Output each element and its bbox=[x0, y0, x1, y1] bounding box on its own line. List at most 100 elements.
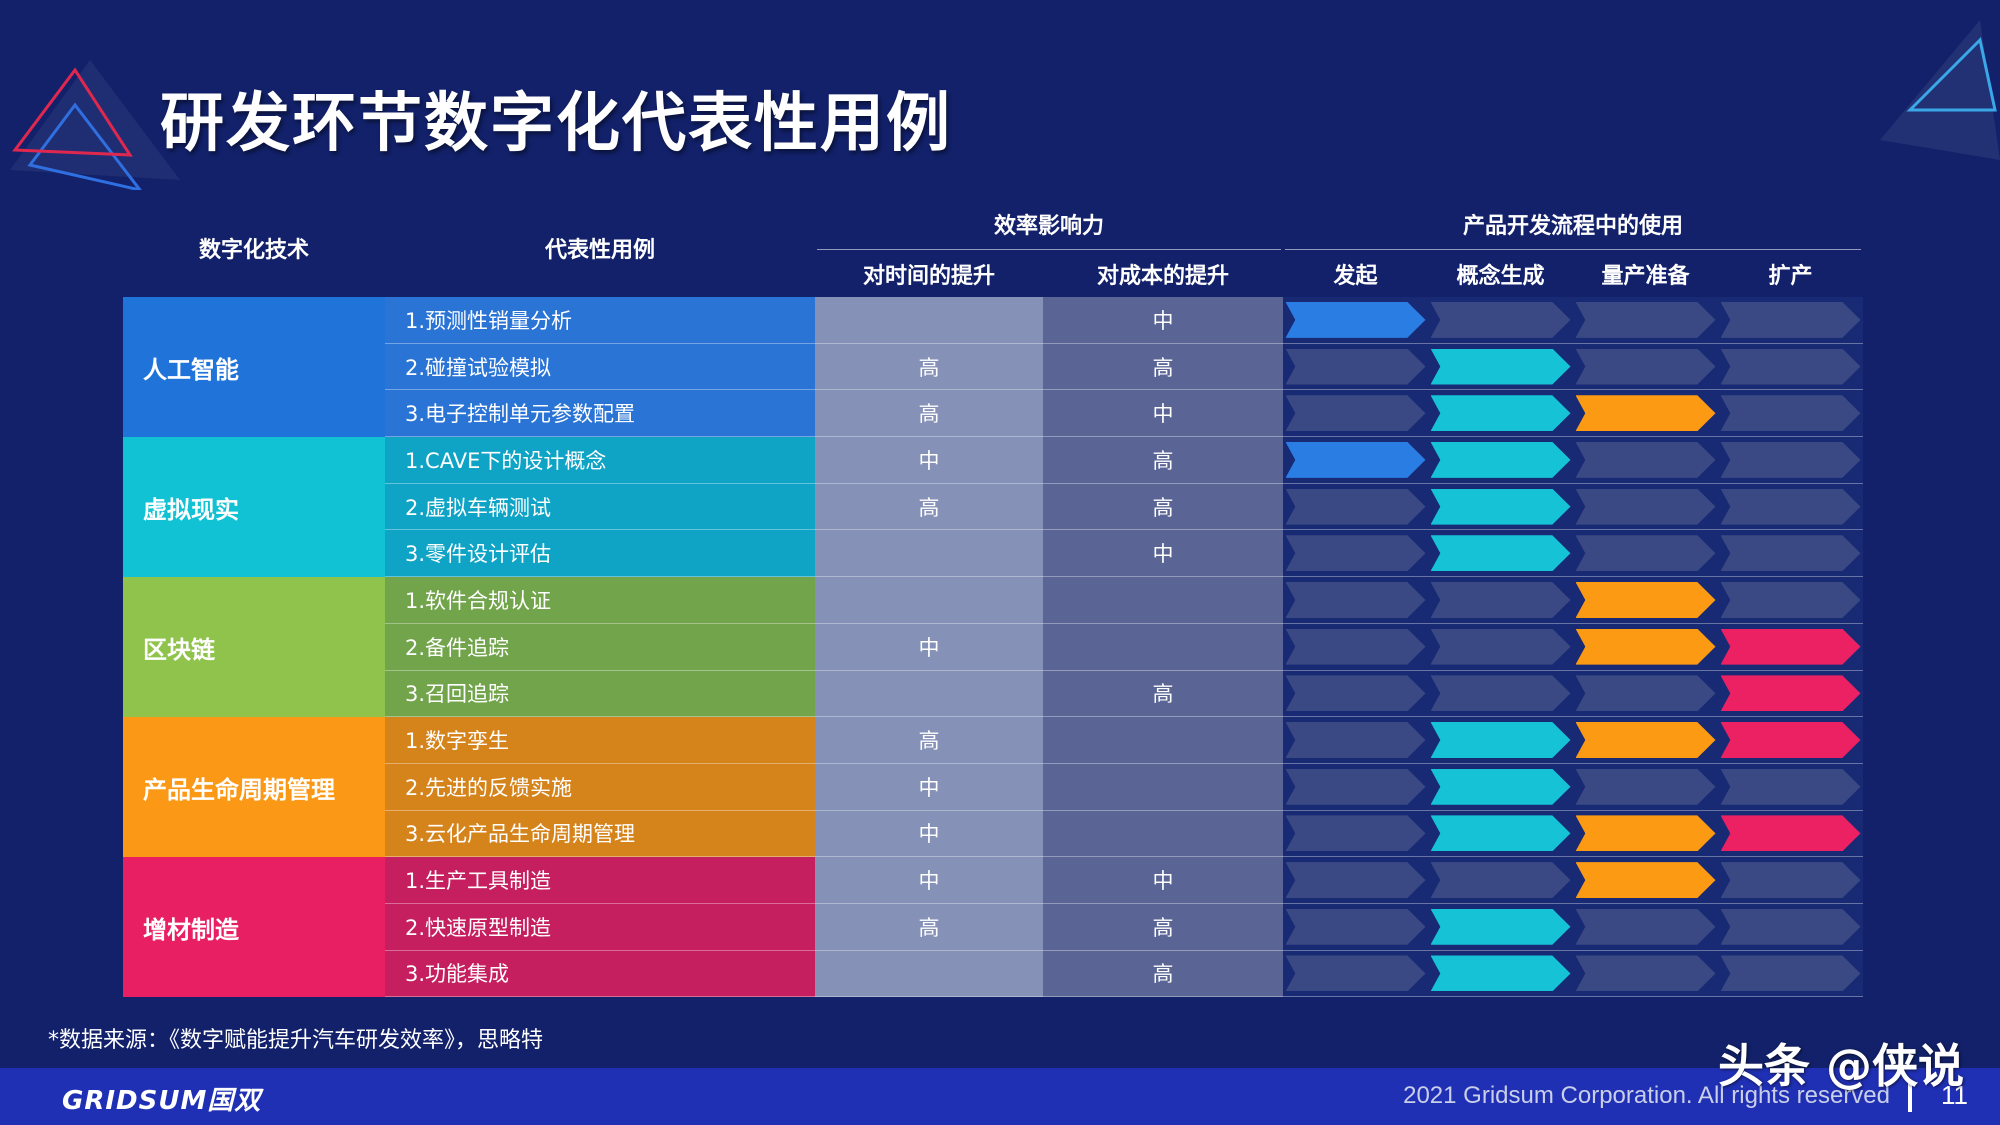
time-impact-cell: 中 bbox=[815, 763, 1043, 811]
time-impact-cell: 中 bbox=[815, 623, 1043, 671]
use-case-label: 2.备件追踪 bbox=[385, 623, 815, 671]
stage-chevron-concept-active bbox=[1430, 722, 1571, 759]
stage-chevron-initiate-inactive bbox=[1285, 581, 1426, 618]
use-case-label: 3.云化产品生命周期管理 bbox=[385, 810, 815, 858]
stage-chevron-production-prep-active bbox=[1575, 581, 1716, 618]
use-case-label: 2.先进的反馈实施 bbox=[385, 763, 815, 811]
stage-chevron-rampup-inactive bbox=[1720, 441, 1861, 478]
use-case-label: 2.碰撞试验模拟 bbox=[385, 343, 815, 391]
stage-cell bbox=[1428, 810, 1573, 858]
stage-chevron-production-prep-inactive bbox=[1575, 488, 1716, 525]
stage-chevron-rampup-inactive bbox=[1720, 395, 1861, 432]
stage-chevron-concept-active bbox=[1430, 488, 1571, 525]
stage-chevron-rampup-active bbox=[1720, 675, 1861, 712]
stage-cell bbox=[1283, 810, 1428, 858]
stage-cell bbox=[1283, 857, 1428, 904]
stage-cell bbox=[1718, 763, 1863, 811]
stage-cell bbox=[1428, 623, 1573, 671]
stage-chevron-initiate-inactive bbox=[1285, 535, 1426, 572]
stage-chevron-initiate-inactive bbox=[1285, 908, 1426, 945]
stage-chevron-production-prep-inactive bbox=[1575, 301, 1716, 338]
stage-cell bbox=[1573, 297, 1718, 344]
stage-cell bbox=[1718, 577, 1863, 624]
stage-cell bbox=[1573, 623, 1718, 671]
stage-chevron-concept-inactive bbox=[1430, 628, 1571, 665]
stage-cell bbox=[1283, 903, 1428, 951]
tech-group-label: 区块链 bbox=[123, 577, 385, 718]
stage-cell bbox=[1428, 857, 1573, 904]
decor-triangle-left bbox=[10, 60, 180, 190]
stage-chevron-concept-active bbox=[1430, 441, 1571, 478]
stage-cell bbox=[1283, 530, 1428, 578]
stage-chevron-rampup-active bbox=[1720, 722, 1861, 759]
stage-cell bbox=[1573, 810, 1718, 858]
copyright-text: 2021 Gridsum Corporation. All rights res… bbox=[1403, 1082, 1890, 1109]
stage-chevron-initiate-active bbox=[1285, 301, 1426, 338]
stage-chevron-concept-inactive bbox=[1430, 862, 1571, 899]
stage-chevron-initiate-inactive bbox=[1285, 395, 1426, 432]
stage-cell bbox=[1573, 530, 1718, 578]
stage-chevron-production-prep-inactive bbox=[1575, 955, 1716, 992]
stage-cell bbox=[1428, 297, 1573, 344]
stage-cell bbox=[1573, 903, 1718, 951]
stage-chevron-production-prep-inactive bbox=[1575, 768, 1716, 805]
stage-cell bbox=[1428, 390, 1573, 438]
stage-chevron-initiate-inactive bbox=[1285, 488, 1426, 525]
stage-cell bbox=[1573, 437, 1718, 484]
stage-chevron-concept-active bbox=[1430, 955, 1571, 992]
cost-impact-cell: 中 bbox=[1043, 390, 1283, 438]
footer-bar: GRIDSUM国双 2021 Gridsum Corporation. All … bbox=[0, 1068, 2000, 1125]
header-time: 对时间的提升 bbox=[862, 263, 995, 289]
time-impact-cell: 中 bbox=[815, 437, 1043, 484]
stage-chevron-initiate-active bbox=[1285, 441, 1426, 478]
stage-cell bbox=[1573, 950, 1718, 998]
stage-cell bbox=[1573, 343, 1718, 391]
tech-group-label: 虚拟现实 bbox=[123, 437, 385, 578]
stage-cell bbox=[1428, 530, 1573, 578]
stage-chevron-concept-active bbox=[1430, 815, 1571, 852]
stage-cell bbox=[1428, 483, 1573, 531]
stage-cell bbox=[1283, 763, 1428, 811]
cost-impact-cell: 高 bbox=[1043, 343, 1283, 391]
stage-cell bbox=[1718, 810, 1863, 858]
stage-cell bbox=[1428, 670, 1573, 718]
stage-chevron-initiate-inactive bbox=[1285, 628, 1426, 665]
stage-chevron-production-prep-active bbox=[1575, 862, 1716, 899]
time-impact-cell bbox=[815, 297, 1043, 344]
stage-cell bbox=[1283, 950, 1428, 998]
stage-chevron-concept-inactive bbox=[1430, 301, 1571, 338]
stage-chevron-production-prep-inactive bbox=[1575, 348, 1716, 385]
stage-chevron-concept-active bbox=[1430, 908, 1571, 945]
time-impact-cell bbox=[815, 950, 1043, 998]
stage-cell bbox=[1573, 717, 1718, 764]
stage-chevron-rampup-inactive bbox=[1720, 862, 1861, 899]
stage-chevron-production-prep-inactive bbox=[1575, 675, 1716, 712]
cost-impact-cell: 中 bbox=[1043, 530, 1283, 578]
use-case-label: 2.快速原型制造 bbox=[385, 903, 815, 951]
stage-cell bbox=[1428, 903, 1573, 951]
use-case-label: 3.电子控制单元参数配置 bbox=[385, 390, 815, 438]
use-case-table: 数字化技术 代表性用例 效率影响力 产品开发流程中的使用 对时间的提升 对成本的… bbox=[123, 198, 1863, 998]
stage-cell bbox=[1718, 437, 1863, 484]
stage-chevron-concept-inactive bbox=[1430, 675, 1571, 712]
stage-cell bbox=[1428, 437, 1573, 484]
cost-impact-cell bbox=[1043, 810, 1283, 858]
stage-cell bbox=[1718, 903, 1863, 951]
header-efficiency: 效率影响力 bbox=[817, 198, 1281, 250]
stage-cell bbox=[1573, 483, 1718, 531]
stage-chevron-rampup-inactive bbox=[1720, 301, 1861, 338]
stage-cell bbox=[1283, 343, 1428, 391]
stage-chevron-rampup-active bbox=[1720, 628, 1861, 665]
use-case-label: 1.预测性销量分析 bbox=[385, 297, 815, 344]
gridsum-logo: GRIDSUM国双 bbox=[62, 1086, 262, 1116]
time-impact-cell: 中 bbox=[815, 857, 1043, 904]
time-impact-cell bbox=[815, 670, 1043, 718]
stage-chevron-initiate-inactive bbox=[1285, 955, 1426, 992]
stage-cell bbox=[1573, 577, 1718, 624]
stage-cell bbox=[1718, 343, 1863, 391]
stage-cell bbox=[1718, 670, 1863, 718]
cost-impact-cell bbox=[1043, 577, 1283, 624]
header-stage-initiate: 发起 bbox=[1333, 263, 1378, 289]
use-case-label: 1.CAVE下的设计概念 bbox=[385, 437, 815, 484]
time-impact-cell: 高 bbox=[815, 903, 1043, 951]
